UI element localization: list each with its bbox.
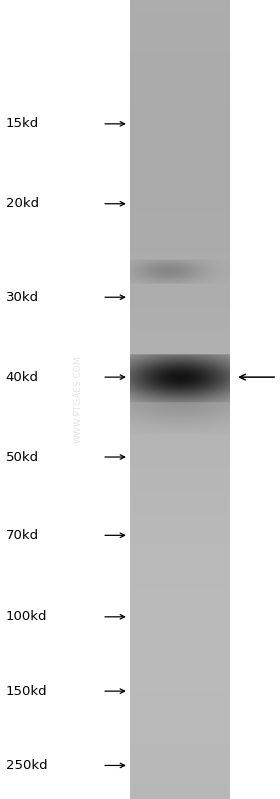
Text: 20kd: 20kd (6, 197, 39, 210)
Text: 100kd: 100kd (6, 610, 47, 623)
Text: 50kd: 50kd (6, 451, 39, 463)
Text: 30kd: 30kd (6, 291, 39, 304)
Text: 15kd: 15kd (6, 117, 39, 130)
Text: 70kd: 70kd (6, 529, 39, 542)
Text: 150kd: 150kd (6, 685, 47, 698)
Text: 40kd: 40kd (6, 371, 39, 384)
Text: WWW.PTGAES.COM: WWW.PTGAES.COM (74, 356, 83, 443)
Text: 250kd: 250kd (6, 759, 47, 772)
